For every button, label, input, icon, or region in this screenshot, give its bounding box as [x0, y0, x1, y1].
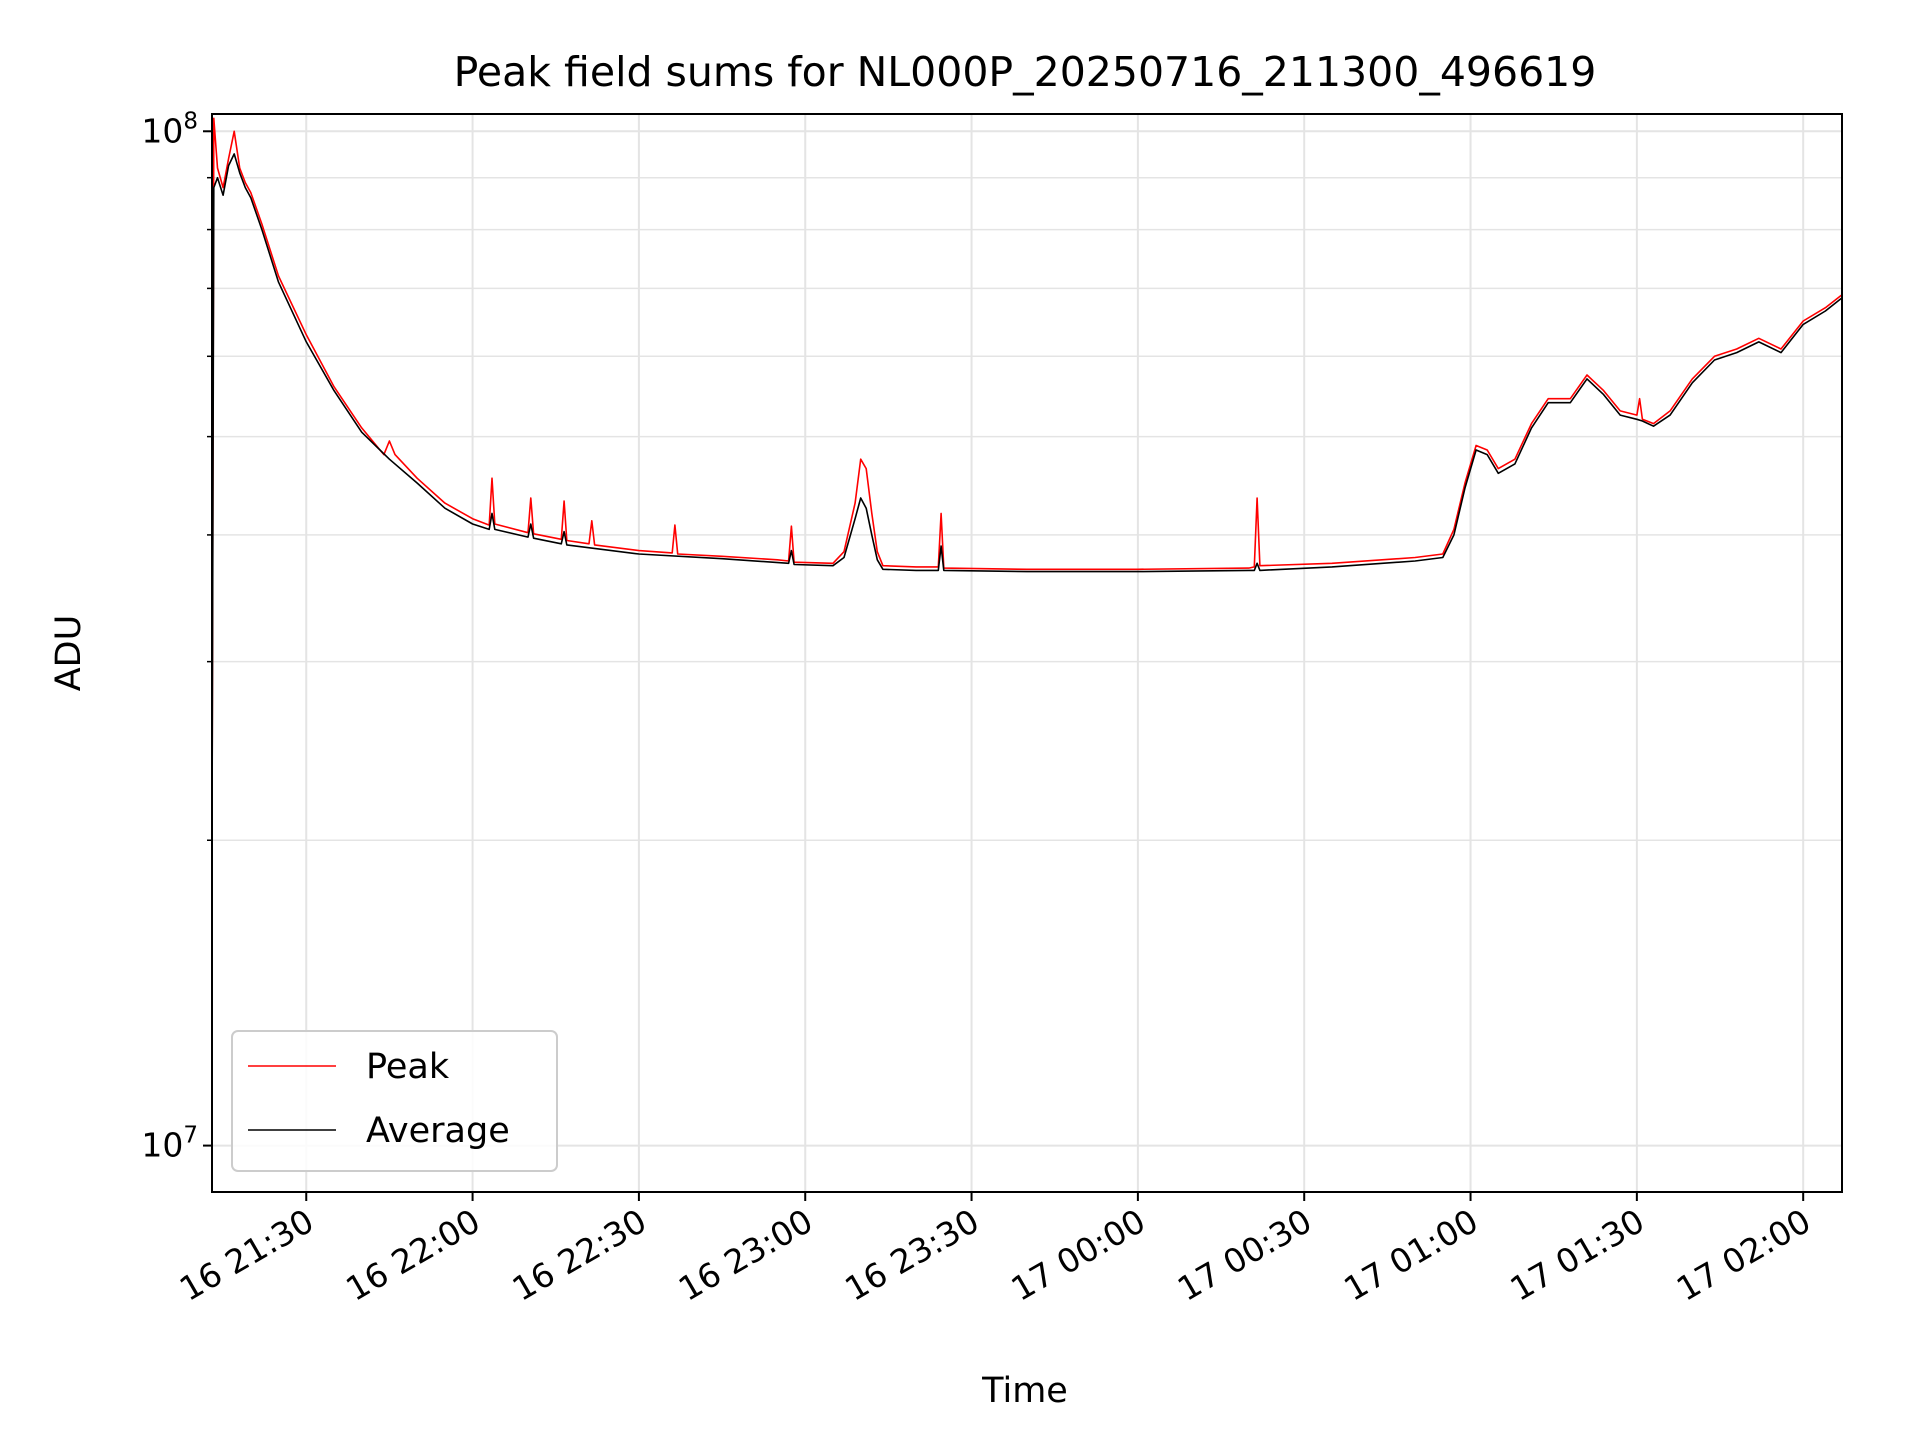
x-tick-label: 16 22:30: [506, 1201, 653, 1309]
legend: Peak Average: [231, 1030, 558, 1172]
legend-label-average: Average: [366, 1111, 510, 1151]
legend-label-peak: Peak: [366, 1047, 450, 1087]
y-axis-label: ADU: [49, 615, 89, 692]
series-line-average: [212, 153, 1842, 841]
y-axis: 107 108: [141, 108, 212, 1165]
x-tick-label: 17 00:30: [1171, 1201, 1318, 1309]
x-tick-label: 16 23:30: [838, 1201, 985, 1309]
x-tick-label: 16 23:00: [672, 1201, 819, 1309]
series-layer: [212, 117, 1842, 841]
chart-title: Peak field sums for NL000P_20250716_2113…: [454, 48, 1597, 96]
y-tick-label: 107: [141, 1123, 198, 1165]
x-axis-label: Time: [981, 1371, 1068, 1411]
x-axis: 16 21:30 16 22:00 16 22:30 16 23:00 16 23:30…: [173, 1192, 1817, 1309]
x-tick-label: 17 01:00: [1337, 1201, 1484, 1309]
y-tick-label: 108: [141, 108, 198, 150]
x-tick-label: 16 22:00: [339, 1201, 486, 1309]
x-tick-label: 17 02:00: [1670, 1201, 1817, 1309]
plot-frame: [211, 113, 1843, 1193]
grid: [212, 114, 1842, 1192]
x-tick-label: 17 01:30: [1504, 1201, 1651, 1309]
x-tick-label: 16 21:30: [173, 1201, 320, 1309]
x-tick-label: 17 00:00: [1005, 1201, 1152, 1309]
series-line-peak: [212, 117, 1842, 841]
